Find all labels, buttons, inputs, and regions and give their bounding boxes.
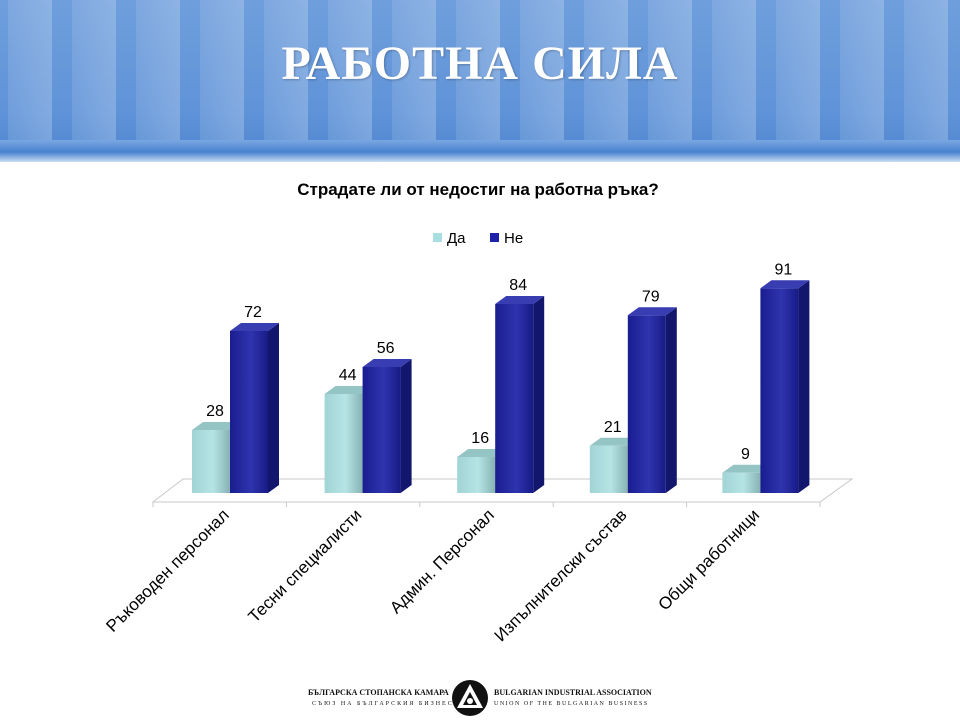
x-tick-label-1: Ръководен персонал <box>102 505 232 635</box>
x-tick-label-3: Админ. Персонал <box>386 505 498 617</box>
x-tick-label-4: Изпълнителски състав <box>491 505 631 645</box>
data-label-ne-1: 72 <box>244 304 262 321</box>
chart-legend: Да Не <box>433 230 523 247</box>
data-label-da-3: 16 <box>471 430 489 447</box>
legend-swatch-ne <box>490 233 499 242</box>
slide-title: РАБОТНА СИЛА <box>281 37 679 90</box>
bar-ne-1 <box>230 323 279 493</box>
data-label-da-4: 21 <box>604 419 622 436</box>
legend-label-ne: Не <box>504 230 523 247</box>
bar-ne-3 <box>495 296 545 493</box>
chart-title: Страдате ли от недостиг на работна ръка? <box>297 180 659 199</box>
x-tick-label-5: Общи работници <box>654 505 763 614</box>
data-label-da-5: 9 <box>741 446 750 463</box>
data-label-ne-4: 79 <box>642 288 660 305</box>
legend-swatch-da <box>433 233 442 242</box>
data-label-ne-3: 84 <box>509 277 527 294</box>
title-banner <box>0 0 960 162</box>
legend-label-da: Да <box>447 230 466 247</box>
bar-ne-5 <box>760 280 810 493</box>
data-label-da-1: 28 <box>206 403 224 420</box>
data-label-ne-5: 91 <box>775 261 793 278</box>
x-tick-label-2: Тесни специалисти <box>244 505 365 626</box>
chart-bars <box>192 280 810 493</box>
data-label-da-2: 44 <box>339 367 357 384</box>
data-label-ne-2: 56 <box>377 340 395 357</box>
bar-ne-2 <box>362 359 412 493</box>
bar-ne-4 <box>627 307 677 493</box>
data-labels: 28 72 44 56 16 84 21 79 9 91 <box>206 261 792 463</box>
x-axis-tick-labels: Ръководен персонал Тесни специалисти Админ… <box>102 505 763 645</box>
